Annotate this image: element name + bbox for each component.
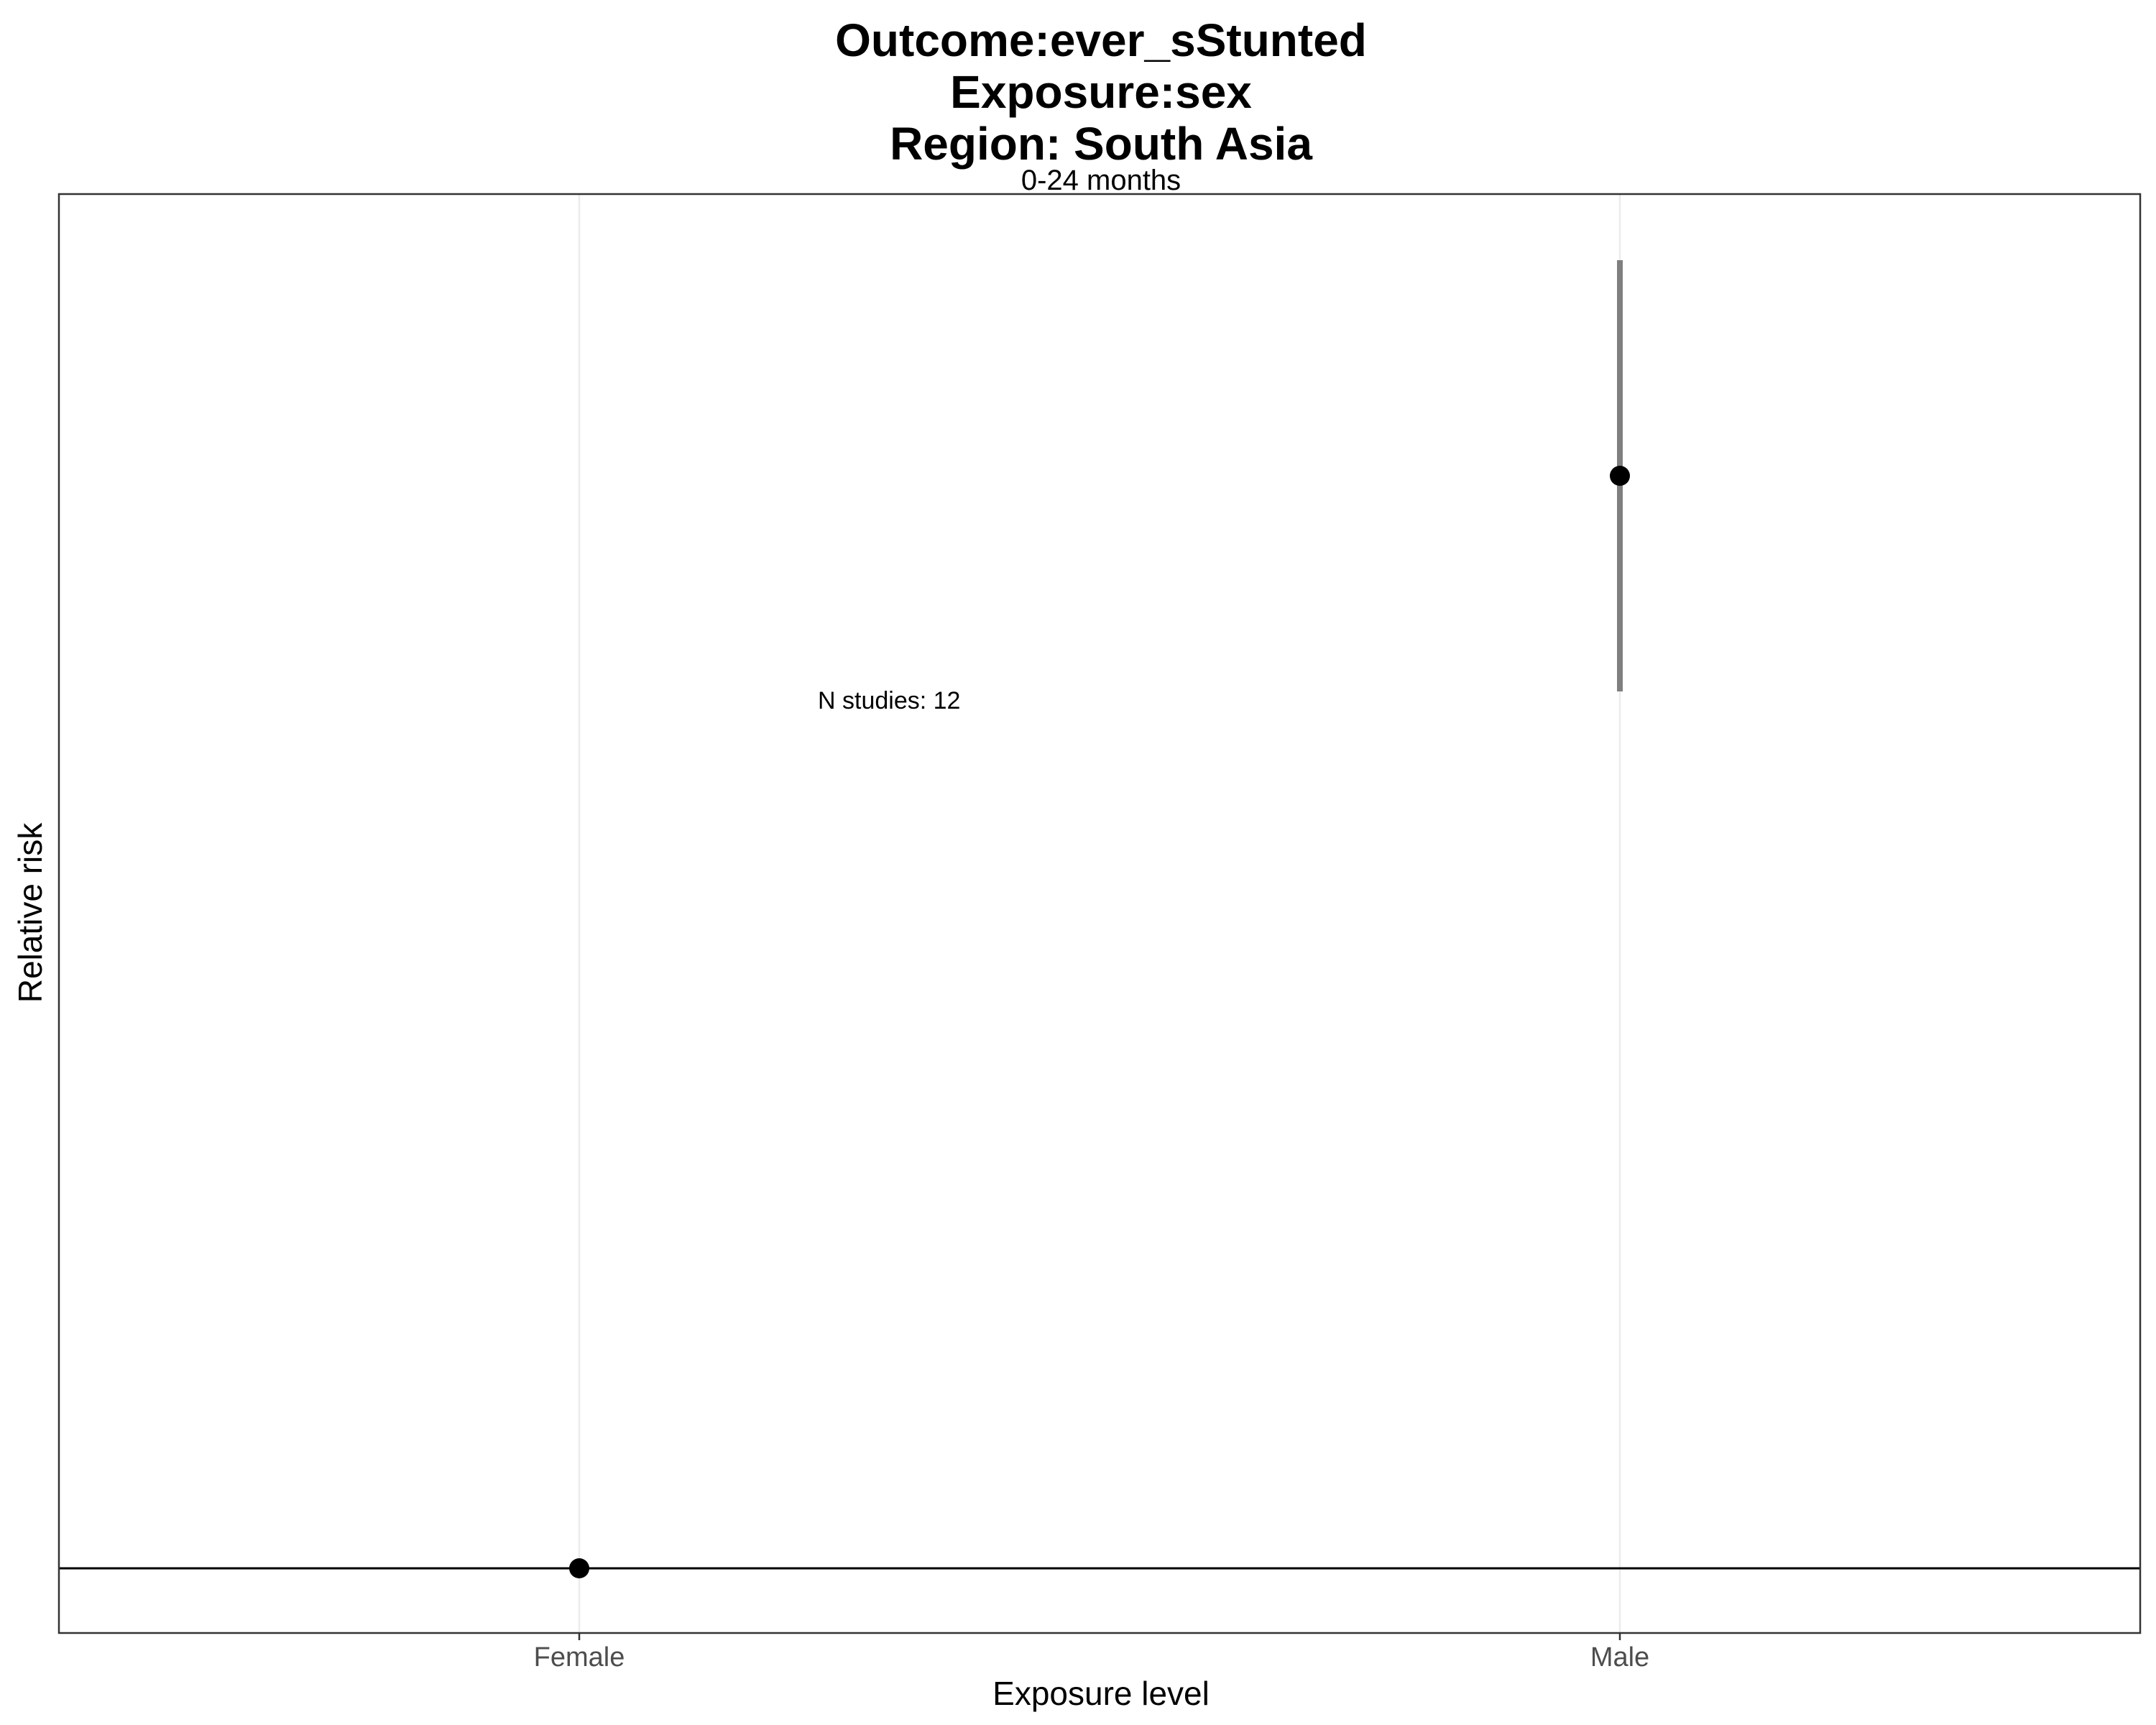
panel-border [57,193,2142,1634]
x-tick-label-male: Male [1590,1642,1649,1673]
point-male [1610,466,1630,486]
x-tick-label-female: Female [534,1642,625,1673]
chart-subtitle: 0-24 months [1021,165,1181,196]
y-axis-title: Relative risk [11,822,49,1003]
point-female [569,1558,589,1578]
plot-panel: Female Male [57,193,2142,1673]
chart-title-line-3: Region: South Asia [890,118,1312,170]
n-studies-annotation: N studies: 12 [818,687,960,714]
chart-title-line-1: Outcome:ever_sStunted [835,14,1367,66]
chart-title-line-2: Exposure:sex [950,66,1252,118]
x-axis-title: Exposure level [992,1675,1210,1712]
